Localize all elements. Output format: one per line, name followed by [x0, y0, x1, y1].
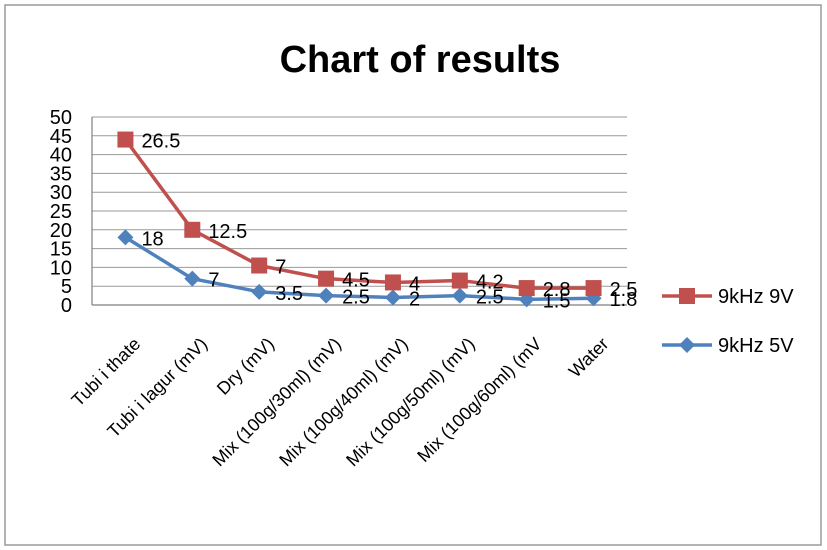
data-point — [251, 257, 268, 274]
data-label: 26.5 — [141, 131, 180, 153]
legend-marker — [679, 288, 695, 304]
data-point — [585, 280, 602, 297]
data-label: 4 — [409, 273, 420, 295]
data-point — [384, 274, 401, 291]
legend-label: 9kHz 9V — [718, 286, 794, 308]
data-label: 7 — [275, 257, 286, 279]
data-label: 2.5 — [342, 287, 370, 309]
y-tick-label: 35 — [50, 163, 72, 185]
data-label: 12.5 — [208, 221, 247, 243]
data-label: 4.2 — [476, 272, 504, 294]
y-tick-label: 0 — [61, 295, 72, 317]
data-label: 1.8 — [610, 289, 638, 311]
legend-label: 9kHz 5V — [718, 335, 794, 357]
series-line — [124, 138, 594, 290]
data-point — [384, 289, 401, 306]
y-tick-label: 20 — [50, 220, 72, 242]
y-tick-label: 45 — [50, 126, 72, 148]
data-label: 2.5 — [476, 287, 504, 309]
chart-title: Chart of results — [280, 39, 561, 81]
data-label: 4.5 — [342, 270, 370, 292]
data-point — [251, 283, 268, 300]
data-point — [184, 221, 201, 238]
data-point — [451, 272, 468, 289]
data-point — [117, 229, 134, 246]
y-tick-label: 50 — [50, 107, 72, 129]
data-point — [451, 287, 468, 304]
data-point — [318, 287, 335, 304]
data-label: 2.5 — [610, 279, 638, 301]
data-point — [518, 280, 535, 297]
series-line — [124, 235, 594, 302]
data-label: 7 — [208, 270, 219, 292]
data-label: 3.5 — [275, 283, 303, 305]
y-tick-label: 25 — [50, 201, 72, 223]
y-tick-label: 40 — [50, 145, 72, 167]
y-tick-label: 5 — [61, 276, 72, 298]
data-label: 2 — [409, 288, 420, 310]
data-label: 1.5 — [543, 290, 571, 312]
data-label: 2.8 — [543, 279, 571, 301]
data-point — [184, 270, 201, 287]
plot-area: 18 7 3.5 2.5 2 2.5 1.5 1.8 26.5 12.5 7 4.5 4 4.2 2.8 2.… — [117, 131, 638, 312]
y-tick-label: 15 — [50, 239, 72, 261]
data-label: 18 — [141, 228, 163, 250]
chart-border — [4, 4, 822, 546]
legend: 9kHz 9V 9kHz 5V — [662, 286, 794, 357]
data-point — [318, 270, 335, 287]
legend-marker — [679, 337, 695, 353]
y-tick-label: 10 — [50, 257, 72, 279]
y-tick-label: 30 — [50, 182, 72, 204]
data-point — [117, 131, 134, 148]
